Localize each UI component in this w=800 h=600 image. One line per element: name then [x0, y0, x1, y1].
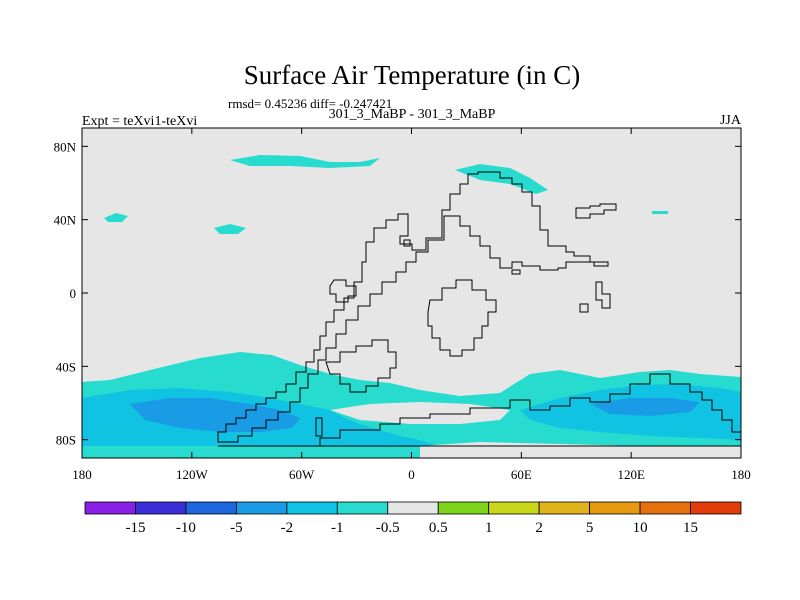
coastline-island-small [579, 303, 589, 313]
coastline-africa [427, 279, 497, 357]
colorbar-swatch [639, 501, 691, 515]
colorbar-label: -15 [125, 520, 145, 536]
contour-minus-0.5-arctic-west [230, 155, 380, 168]
contour-minus-0.5-atlantic [214, 224, 246, 234]
coastline-island-a [403, 239, 411, 247]
colorbar: -15 -10 -5 -2 -1 -0.5 0.5 1 2 5 10 15 [84, 501, 742, 536]
lat-tick-label: 80S [56, 433, 76, 448]
continent-outlines [217, 171, 742, 447]
coastline-australia [315, 417, 323, 437]
colorbar-swatch [185, 501, 237, 515]
lon-tick-label: 180 [731, 467, 751, 482]
colorbar-label: -0.5 [376, 520, 400, 536]
colorbar-swatch [135, 501, 187, 515]
lat-tick-label: 40N [54, 213, 77, 228]
lon-tick-label: 0 [408, 467, 415, 482]
lat-tick-label: 80N [54, 139, 77, 154]
colorbar-label: 0.5 [429, 520, 448, 536]
contour-minus-0.5-asia [652, 211, 668, 214]
coastline-main [217, 171, 609, 443]
coastline-arctic-islands [575, 203, 617, 219]
colorbar-label: -5 [230, 520, 243, 536]
colorbar-swatch [488, 501, 540, 515]
colorbar-label: -10 [176, 520, 196, 536]
coastline-island-b [511, 269, 521, 275]
colorbar-swatch [690, 501, 742, 515]
colorbar-swatch [538, 501, 591, 515]
stats-label: rmsd= 0.45236 diff= -0.247421 [228, 96, 392, 111]
colorbar-label: 15 [683, 520, 698, 536]
lat-tick-label: 0 [70, 286, 77, 301]
experiment-label: Expt = teXvi1-teXvi [82, 114, 197, 129]
colorbar-swatch [437, 501, 490, 515]
coastline-antarctica [218, 373, 742, 447]
colorbar-label: 1 [485, 520, 493, 536]
map-plot: 80N 40N 0 40S 80S 180 120W 60W 0 60E 120E 180 [54, 127, 751, 482]
colorbar-swatch [589, 501, 641, 515]
colorbar-swatch [286, 501, 338, 515]
colorbar-label: 2 [535, 520, 543, 536]
colorbar-label: 10 [633, 520, 648, 536]
colorbar-label: -1 [331, 520, 344, 536]
contour-minus-2-southeast [590, 398, 700, 416]
contour-minus-2-south [130, 398, 300, 432]
lon-tick-label: 120W [176, 467, 209, 482]
colorbar-label: 5 [586, 520, 594, 536]
colorbar-swatch [84, 501, 136, 515]
colorbar-label: -2 [281, 520, 294, 536]
coastline-japan [595, 281, 611, 309]
neutral-pocket-south [330, 402, 510, 424]
coastline-greenland [329, 279, 357, 303]
lat-tick-label: 40S [56, 359, 76, 374]
lon-tick-label: 60E [511, 467, 532, 482]
latitude-axis: 80N 40N 0 40S 80S [54, 139, 741, 448]
coastline-south-america [325, 339, 397, 393]
longitude-axis: 180 120W 60W 0 60E 120E 180 [72, 128, 751, 482]
colorbar-swatch [336, 501, 389, 515]
map-title: Surface Air Temperature (in C) [244, 60, 581, 90]
season-label: JJA [720, 113, 742, 128]
lon-tick-label: 180 [72, 467, 92, 482]
contour-minus-0.5-pacific [104, 213, 128, 222]
lon-tick-label: 120E [617, 467, 645, 482]
comparison-label: 301_3_MaBP - 301_3_MaBP [329, 107, 496, 122]
lon-tick-label: 60W [289, 467, 315, 482]
temperature-field [82, 155, 741, 458]
colorbar-swatch [387, 501, 439, 515]
colorbar-swatch [235, 501, 288, 515]
